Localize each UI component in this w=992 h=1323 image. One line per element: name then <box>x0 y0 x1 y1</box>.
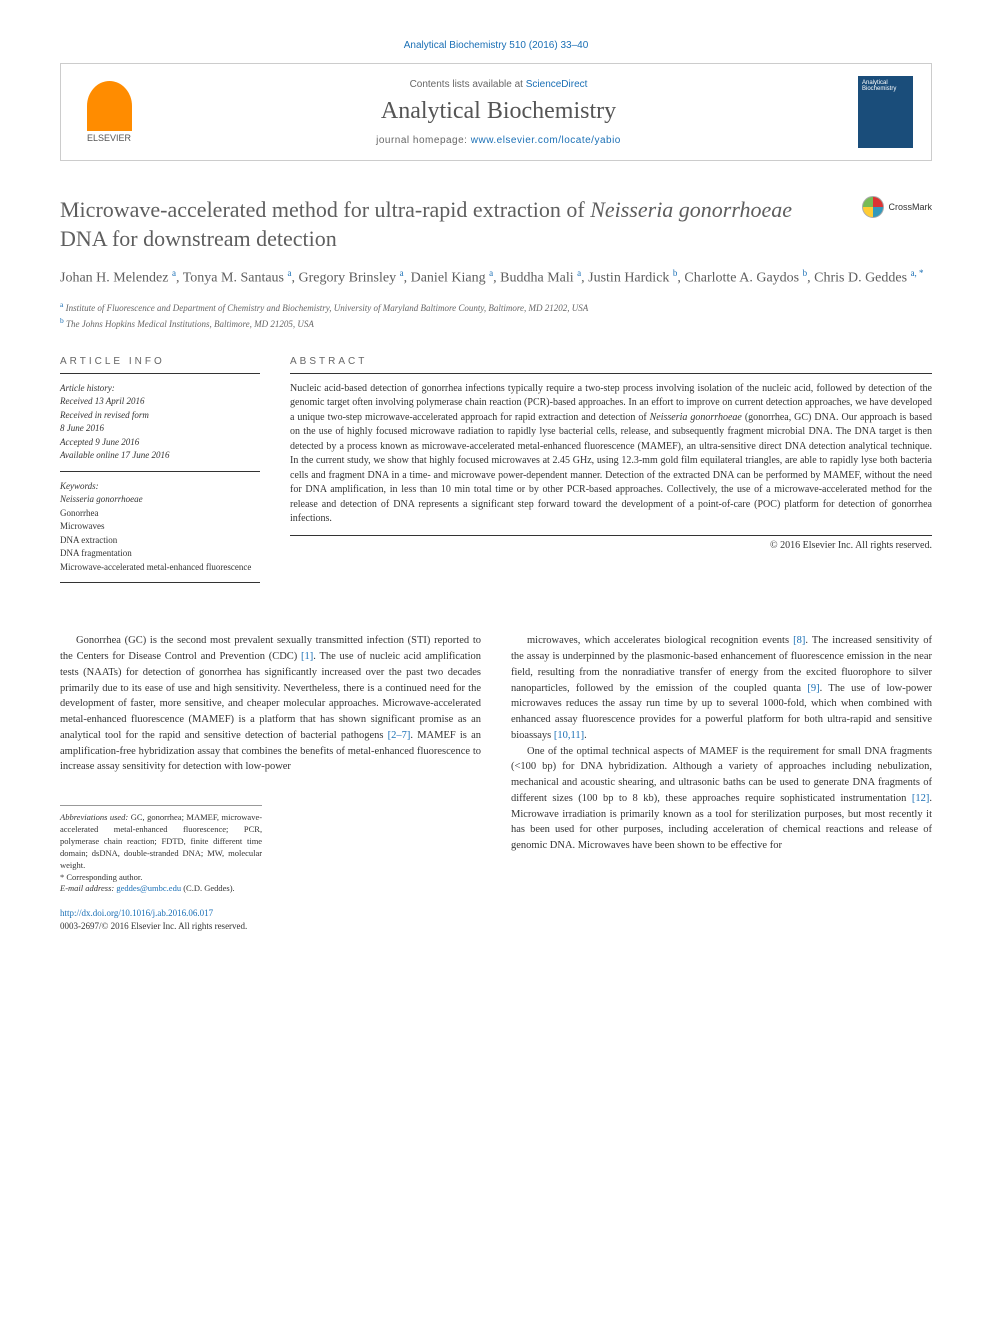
homepage-link[interactable]: www.elsevier.com/locate/yabio <box>471 135 621 146</box>
article-title: Microwave-accelerated method for ultra-r… <box>60 196 862 253</box>
body-para-1: Gonorrhea (GC) is the second most preval… <box>60 633 481 775</box>
body-para-2: microwaves, which accelerates biological… <box>511 633 932 743</box>
article-history: Article history: Received 13 April 2016R… <box>60 373 260 472</box>
copyright-line: © 2016 Elsevier Inc. All rights reserved… <box>290 540 932 551</box>
keyword-item: DNA fragmentation <box>60 547 260 561</box>
keyword-item: Gonorrhea <box>60 507 260 521</box>
bottom-bar: http://dx.doi.org/10.1016/j.ab.2016.06.0… <box>60 907 481 932</box>
sciencedirect-link[interactable]: ScienceDirect <box>526 79 588 90</box>
affiliations: a Institute of Fluorescence and Departme… <box>60 299 932 332</box>
corresponding-author-footnote: * Corresponding author. <box>60 872 262 884</box>
email-footnote: E-mail address: geddes@umbc.edu (C.D. Ge… <box>60 883 262 895</box>
abstract-text: Nucleic acid-based detection of gonorrhe… <box>290 373 932 536</box>
email-suffix: (C.D. Geddes). <box>181 883 235 893</box>
elsevier-label: ELSEVIER <box>87 133 131 143</box>
history-line: 8 June 2016 <box>60 422 260 436</box>
body-left-column: Gonorrhea (GC) is the second most preval… <box>60 633 481 932</box>
abbrev-label: Abbreviations used: <box>60 812 128 822</box>
history-line: Received in revised form <box>60 409 260 423</box>
homepage-prefix: journal homepage: <box>376 135 471 146</box>
history-line: Available online 17 June 2016 <box>60 449 260 463</box>
elsevier-logo[interactable]: ELSEVIER <box>79 77 139 147</box>
journal-cover-thumbnail[interactable]: Analytical Biochemistry <box>858 76 913 148</box>
history-line: Accepted 9 June 2016 <box>60 436 260 450</box>
contents-available-line: Contents lists available at ScienceDirec… <box>139 79 858 90</box>
contents-prefix: Contents lists available at <box>410 79 526 90</box>
title-post: DNA for downstream detection <box>60 226 337 251</box>
title-species: Neisseria gonorrhoeae <box>590 197 792 222</box>
author-list: Johan H. Melendez a, Tonya M. Santaus a,… <box>60 267 932 289</box>
journal-reference: Analytical Biochemistry 510 (2016) 33–40 <box>60 40 932 51</box>
doi-link[interactable]: http://dx.doi.org/10.1016/j.ab.2016.06.0… <box>60 908 213 918</box>
crossmark-icon <box>862 196 884 218</box>
abstract-column: ABSTRACT Nucleic acid-based detection of… <box>290 352 932 584</box>
email-link[interactable]: geddes@umbc.edu <box>116 883 181 893</box>
body-para-3: One of the optimal technical aspects of … <box>511 744 932 854</box>
journal-name: Analytical Biochemistry <box>139 98 858 125</box>
keywords-label: Keywords: <box>60 480 260 494</box>
keyword-item: Neisseria gonorrhoeae <box>60 493 260 507</box>
journal-cover-label: Analytical Biochemistry <box>862 80 909 92</box>
body-right-column: microwaves, which accelerates biological… <box>511 633 932 932</box>
body-text: Gonorrhea (GC) is the second most preval… <box>60 633 932 932</box>
history-label: Article history: <box>60 382 260 396</box>
article-info-column: ARTICLE INFO Article history: Received 1… <box>60 352 260 584</box>
keyword-item: Microwave-accelerated metal-enhanced flu… <box>60 561 260 575</box>
affiliation-line: b The Johns Hopkins Medical Institutions… <box>60 315 932 332</box>
journal-header-box: ELSEVIER Contents lists available at Sci… <box>60 63 932 161</box>
abstract-header: ABSTRACT <box>290 352 932 371</box>
crossmark-badge[interactable]: CrossMark <box>862 196 932 218</box>
homepage-line: journal homepage: www.elsevier.com/locat… <box>139 135 858 146</box>
keyword-item: Microwaves <box>60 520 260 534</box>
keyword-item: DNA extraction <box>60 534 260 548</box>
abbreviations-footnote: Abbreviations used: GC, gonorrhea; MAMEF… <box>60 812 262 871</box>
title-pre: Microwave-accelerated method for ultra-r… <box>60 197 590 222</box>
crossmark-label: CrossMark <box>888 202 932 212</box>
keywords-block: Keywords: Neisseria gonorrhoeaeGonorrhea… <box>60 472 260 584</box>
elsevier-tree-icon <box>87 81 132 131</box>
email-label: E-mail address: <box>60 883 116 893</box>
history-line: Received 13 April 2016 <box>60 395 260 409</box>
affiliation-line: a Institute of Fluorescence and Departme… <box>60 299 932 316</box>
issn-copyright: 0003-2697/© 2016 Elsevier Inc. All right… <box>60 921 247 931</box>
footnotes: Abbreviations used: GC, gonorrhea; MAMEF… <box>60 805 262 895</box>
article-info-header: ARTICLE INFO <box>60 352 260 371</box>
